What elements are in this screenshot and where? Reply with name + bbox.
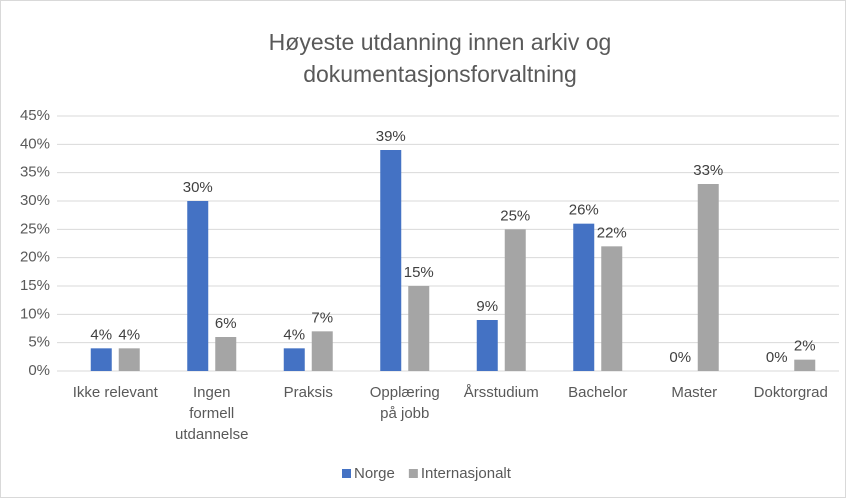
y-tick-label: 25% — [20, 220, 50, 237]
data-label: 2% — [794, 338, 816, 355]
x-tick-label: formell — [189, 405, 234, 422]
bar — [504, 229, 526, 371]
x-tick-label: Ikke relevant — [73, 384, 159, 401]
x-tick-label: utdannelse — [175, 426, 248, 443]
data-label: 15% — [404, 264, 434, 281]
data-label: 0% — [766, 349, 788, 366]
y-tick-label: 30% — [20, 192, 50, 209]
bar — [573, 223, 595, 371]
y-tick-label: 15% — [20, 277, 50, 294]
data-label: 22% — [597, 224, 627, 241]
y-tick-label: 20% — [20, 249, 50, 266]
chart-title: Høyeste utdanning innen arkiv og — [269, 29, 612, 55]
bar — [697, 184, 719, 371]
bar — [118, 348, 140, 371]
data-label: 0% — [669, 349, 691, 366]
bar — [215, 337, 237, 371]
x-tick-label: Praksis — [284, 384, 333, 401]
bar — [90, 348, 112, 371]
x-tick-label: Ingen — [193, 384, 231, 401]
data-label: 4% — [90, 326, 112, 343]
data-label: 6% — [215, 315, 237, 332]
x-tick-label: Årsstudium — [464, 384, 539, 401]
y-tick-label: 5% — [28, 334, 50, 351]
bar — [311, 331, 333, 371]
legend-label: Internasjonalt — [421, 465, 512, 482]
data-label: 9% — [476, 298, 498, 315]
legend-label: Norge — [354, 465, 395, 482]
data-label: 39% — [376, 128, 406, 145]
x-tick-label: Bachelor — [568, 384, 627, 401]
data-label: 26% — [569, 202, 599, 219]
y-tick-label: 0% — [28, 362, 50, 379]
bar — [476, 320, 498, 371]
bar — [408, 286, 430, 371]
x-tick-label: Opplæring — [370, 384, 440, 401]
bar — [601, 246, 623, 371]
x-tick-label: Master — [671, 384, 717, 401]
x-tick-label: på jobb — [380, 405, 429, 422]
y-tick-label: 10% — [20, 305, 50, 322]
bar — [794, 359, 816, 371]
data-label: 25% — [500, 207, 530, 224]
x-tick-label: Doktorgrad — [754, 384, 828, 401]
legend-swatch — [408, 469, 418, 478]
legend-swatch — [342, 469, 351, 478]
data-label: 30% — [183, 179, 213, 196]
bar — [187, 201, 209, 371]
y-tick-label: 45% — [20, 107, 50, 124]
data-label: 33% — [693, 162, 723, 179]
bar — [380, 150, 402, 371]
chart-title: dokumentasjonsforvaltning — [303, 61, 577, 87]
y-tick-label: 35% — [20, 164, 50, 181]
bar — [283, 348, 305, 371]
data-label: 7% — [311, 309, 333, 326]
y-tick-label: 40% — [20, 135, 50, 152]
data-label: 4% — [118, 326, 140, 343]
data-label: 4% — [283, 326, 305, 343]
